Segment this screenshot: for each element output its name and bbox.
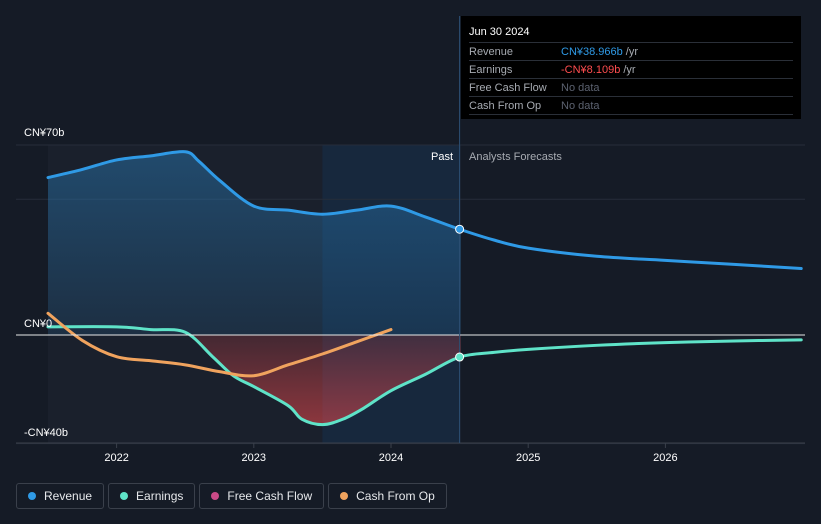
x-tick-label: 2024 bbox=[379, 452, 403, 464]
tooltip-row-earnings: Earnings -CN¥8.109b /yr bbox=[469, 62, 793, 79]
hover-markers bbox=[455, 224, 465, 362]
legend-label: Earnings bbox=[136, 489, 184, 503]
revenue-area bbox=[48, 151, 461, 335]
tooltip-label: Free Cash Flow bbox=[469, 82, 547, 94]
tooltip-label: Earnings bbox=[469, 64, 513, 76]
y-tick-zero: CN¥0 bbox=[24, 318, 52, 330]
legend-label: Revenue bbox=[44, 489, 93, 503]
earnings-negative-area bbox=[48, 335, 461, 425]
tooltip-value: CN¥38.966b bbox=[561, 46, 623, 58]
x-tick-label: 2022 bbox=[104, 452, 128, 464]
tooltip-label: Revenue bbox=[469, 46, 514, 58]
revenue-marker bbox=[455, 224, 465, 234]
tooltip-value: -CN¥8.109b bbox=[561, 64, 621, 76]
legend-item-revenue[interactable]: Revenue bbox=[16, 483, 105, 509]
cash_from_op-line bbox=[46, 311, 393, 378]
gridlines bbox=[16, 144, 805, 445]
tooltip-unit: /yr bbox=[623, 64, 636, 76]
earnings-negative-area-group bbox=[48, 335, 461, 425]
revenue-line bbox=[46, 150, 803, 270]
y-tick-top: CN¥70b bbox=[24, 127, 64, 139]
hover-tooltip: Jun 30 2024 Revenue CN¥38.966b /yr Earni… bbox=[461, 16, 801, 119]
x-tick-label: 2026 bbox=[653, 452, 677, 464]
tooltip-row-revenue: Revenue CN¥38.966b /yr bbox=[469, 44, 793, 61]
series-fills bbox=[48, 151, 461, 425]
legend-dot-icon bbox=[211, 492, 220, 500]
legend-dot-icon bbox=[120, 492, 129, 500]
tooltip-row-cash-from-op: Cash From Op No data bbox=[469, 98, 793, 115]
legend-label: Free Cash Flow bbox=[227, 489, 313, 503]
series-lines bbox=[46, 150, 803, 427]
y-tick-bottom: -CN¥40b bbox=[24, 427, 68, 439]
tooltip-label: Cash From Op bbox=[469, 100, 542, 112]
chart-legend: Revenue Earnings Free Cash Flow Cash Fro… bbox=[16, 483, 447, 511]
legend-item-free-cash-flow[interactable]: Free Cash Flow bbox=[199, 483, 325, 509]
past-label: Past bbox=[431, 151, 453, 163]
x-tick-label: 2023 bbox=[242, 452, 266, 464]
legend-item-cash-from-op[interactable]: Cash From Op bbox=[328, 483, 447, 509]
earnings-line bbox=[46, 325, 803, 427]
tooltip-value: No data bbox=[561, 100, 600, 112]
tooltip-date: Jun 30 2024 bbox=[469, 24, 793, 43]
tooltip-value: No data bbox=[561, 82, 600, 94]
legend-dot-icon bbox=[28, 492, 36, 500]
x-axis-ticks: 2022 2023 2024 2025 2026 bbox=[104, 443, 678, 464]
tooltip-row-free-cash-flow: Free Cash Flow No data bbox=[469, 80, 793, 97]
legend-label: Cash From Op bbox=[356, 489, 435, 503]
x-tick-label: 2025 bbox=[516, 452, 540, 464]
legend-dot-icon bbox=[340, 492, 349, 500]
earnings-marker bbox=[455, 352, 465, 362]
tooltip-unit: /yr bbox=[625, 46, 639, 58]
legend-item-earnings[interactable]: Earnings bbox=[108, 483, 196, 509]
forecast-label: Analysts Forecasts bbox=[469, 151, 562, 163]
